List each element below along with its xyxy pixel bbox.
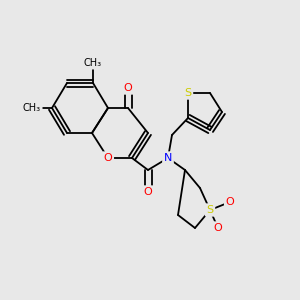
Text: N: N (164, 153, 172, 163)
Text: CH₃: CH₃ (84, 58, 102, 68)
Text: O: O (144, 187, 152, 197)
Text: O: O (124, 83, 132, 93)
Text: CH₃: CH₃ (23, 103, 41, 113)
Text: O: O (214, 223, 222, 233)
Text: O: O (226, 197, 234, 207)
Text: S: S (206, 205, 214, 215)
Text: S: S (184, 88, 192, 98)
Text: O: O (103, 153, 112, 163)
